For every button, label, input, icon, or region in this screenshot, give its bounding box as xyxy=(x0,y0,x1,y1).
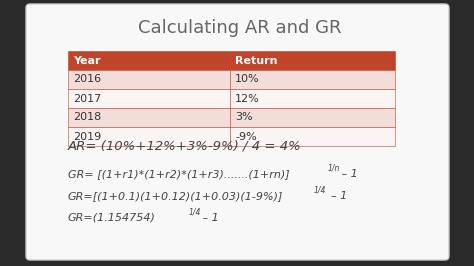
Bar xyxy=(230,89,395,108)
Bar xyxy=(68,51,230,70)
Bar xyxy=(68,127,230,146)
Text: – 1: – 1 xyxy=(324,191,347,201)
Text: Return: Return xyxy=(235,56,277,65)
Bar xyxy=(230,127,395,146)
Text: 3%: 3% xyxy=(235,113,253,123)
Text: GR=[(1+0.1)(1+0.12)(1+0.03)(1-9%)]: GR=[(1+0.1)(1+0.12)(1+0.03)(1-9%)] xyxy=(68,191,283,201)
Text: 2017: 2017 xyxy=(73,94,101,103)
Text: Year: Year xyxy=(73,56,100,65)
Text: 2019: 2019 xyxy=(73,131,101,142)
Text: – 1: – 1 xyxy=(338,169,358,179)
Text: 12%: 12% xyxy=(235,94,260,103)
Text: Calculating AR and GR: Calculating AR and GR xyxy=(138,19,342,37)
Bar xyxy=(68,108,230,127)
Text: GR= [(1+r1)*(1+r2)*(1+r3).......(1+rn)]: GR= [(1+r1)*(1+r2)*(1+r3).......(1+rn)] xyxy=(68,169,290,179)
Bar xyxy=(230,70,395,89)
Text: 2018: 2018 xyxy=(73,113,101,123)
Text: – 1: – 1 xyxy=(199,213,219,223)
Text: -9%: -9% xyxy=(235,131,257,142)
Text: 1/n: 1/n xyxy=(328,164,340,172)
Bar xyxy=(230,108,395,127)
Bar xyxy=(230,51,395,70)
Text: AR= (10%+12%+3%-9%) / 4 = 4%: AR= (10%+12%+3%-9%) / 4 = 4% xyxy=(68,139,302,152)
Text: 1/4: 1/4 xyxy=(189,207,201,217)
Text: 2016: 2016 xyxy=(73,74,101,85)
Bar xyxy=(68,70,230,89)
FancyBboxPatch shape xyxy=(26,4,449,260)
Text: 10%: 10% xyxy=(235,74,260,85)
Text: 1/4: 1/4 xyxy=(314,185,327,194)
Bar xyxy=(68,89,230,108)
Text: GR=(1.154754): GR=(1.154754) xyxy=(68,213,156,223)
